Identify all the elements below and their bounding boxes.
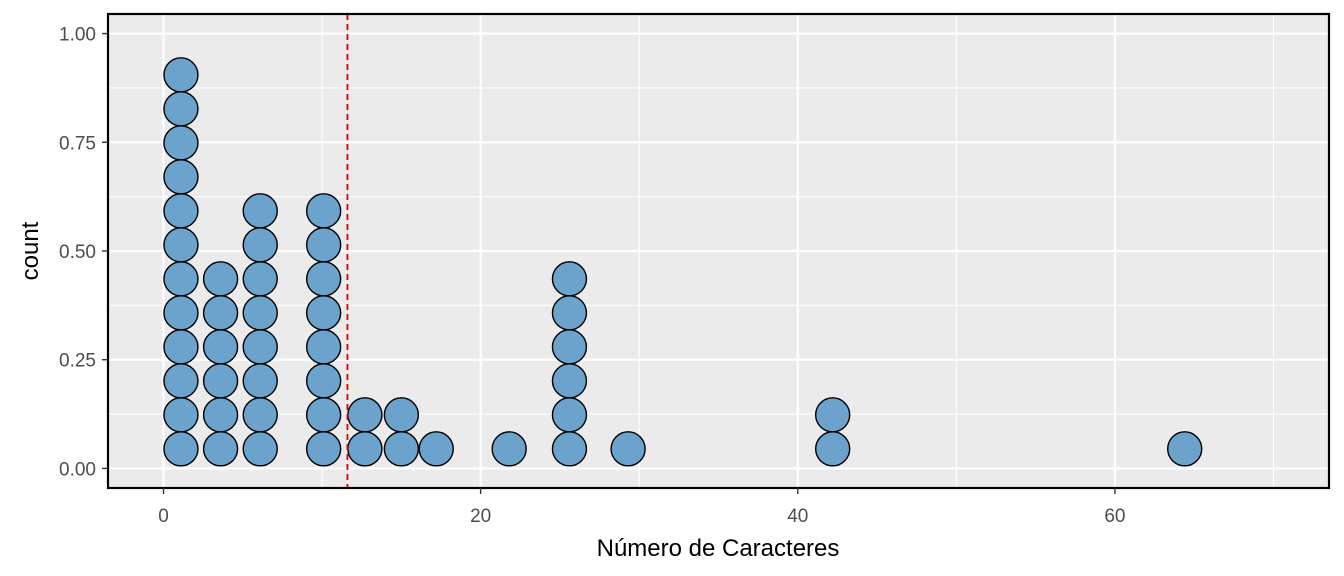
x-tick-label: 40 [787, 506, 808, 527]
dot [551, 295, 588, 331]
dot [163, 125, 199, 161]
dot [202, 431, 239, 467]
x-tick-label: 20 [470, 506, 491, 527]
dot [242, 193, 278, 229]
dot [163, 159, 199, 195]
dot [383, 397, 420, 433]
x-axis: 0 20 40 60 [158, 488, 1125, 527]
dot [202, 397, 239, 433]
dot [305, 431, 342, 467]
dot [305, 363, 342, 399]
y-tick-label: 0.75 [59, 133, 96, 154]
y-axis-title: count [17, 221, 44, 280]
dot [242, 329, 278, 365]
dot [347, 431, 383, 467]
dot [551, 261, 588, 297]
dot [551, 431, 588, 467]
x-tick-label: 60 [1104, 506, 1125, 527]
dot [202, 295, 239, 331]
dot [242, 363, 278, 399]
dot [242, 261, 278, 297]
dot [1166, 431, 1203, 467]
dot [242, 227, 278, 263]
dot [163, 193, 199, 229]
y-tick-label: 0.50 [59, 242, 96, 263]
dot [163, 329, 199, 365]
dot [551, 329, 588, 365]
dot [202, 329, 239, 365]
dot [305, 329, 342, 365]
dot [163, 295, 199, 331]
dot [242, 397, 278, 433]
dot [163, 227, 199, 263]
dot [202, 261, 239, 297]
dot [163, 261, 199, 297]
dot [163, 91, 199, 127]
dot [305, 193, 342, 229]
dot [163, 363, 199, 399]
dot [383, 431, 420, 467]
dot-stacks [163, 57, 1203, 467]
dot [814, 397, 851, 433]
dot [242, 431, 278, 467]
y-tick-label: 0.25 [59, 351, 96, 372]
dot [163, 431, 199, 467]
dot [814, 431, 851, 467]
x-axis-title: Número de Caracteres [597, 535, 840, 562]
dot [163, 57, 199, 93]
dot [163, 397, 199, 433]
dot [418, 431, 454, 467]
y-tick-label: 1.00 [59, 25, 96, 46]
dot [305, 227, 342, 263]
dot [305, 295, 342, 331]
dot [305, 261, 342, 297]
dot [551, 363, 588, 399]
dot [610, 431, 646, 467]
x-tick-label: 0 [158, 506, 169, 527]
y-axis: 0.00 0.25 0.50 0.75 1.00 [59, 25, 108, 480]
dot [202, 363, 239, 399]
dot [242, 295, 278, 331]
dot [551, 397, 588, 433]
dot [347, 397, 383, 433]
dot [491, 431, 527, 467]
dot [305, 397, 342, 433]
y-tick-label: 0.00 [59, 459, 96, 480]
